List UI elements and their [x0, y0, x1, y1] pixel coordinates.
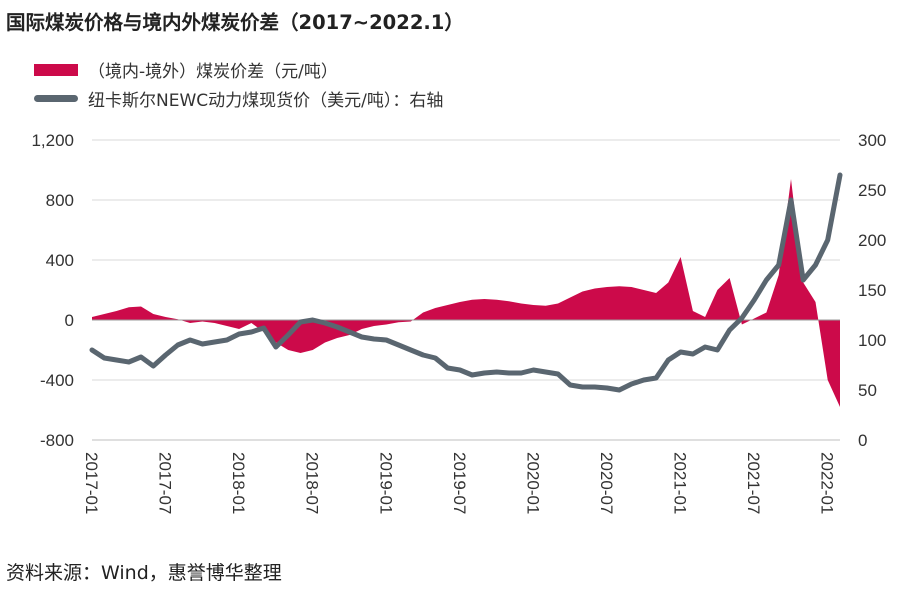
x-tick-label: 2020-07 — [597, 452, 616, 514]
y-right-tick-label: 300 — [858, 131, 886, 150]
source-note: 资料来源：Wind，惠誉博华整理 — [6, 562, 282, 584]
chart-title: 国际煤炭价格与境内外煤炭价差（2017~2022.1） — [6, 11, 464, 34]
x-tick-label: 2022-01 — [818, 452, 837, 514]
x-tick-label: 2018-01 — [229, 452, 248, 514]
legend-swatch-bar — [34, 63, 78, 76]
y-left-tick-label: -400 — [40, 371, 74, 390]
legend-swatch-line — [34, 95, 78, 102]
legend-label-newc: 纽卡斯尔NEWC动力煤现货价（美元/吨）：右轴 — [88, 91, 444, 111]
y-right-tick-label: 150 — [858, 281, 886, 300]
x-tick-label: 2018-07 — [303, 452, 322, 514]
x-tick-label: 2019-07 — [450, 452, 469, 514]
newc-price-line — [89, 172, 843, 393]
y-right-tick-label: 100 — [858, 331, 886, 350]
y-left-tick-label: -800 — [40, 431, 74, 450]
y-left-tick-label: 400 — [46, 251, 74, 270]
y-right-tick-label: 0 — [858, 431, 867, 450]
y-left-tick-label: 1,200 — [31, 131, 74, 150]
y-left-tick-label: 800 — [46, 191, 74, 210]
x-tick-label: 2021-07 — [744, 452, 763, 514]
y-right-tick-label: 200 — [858, 231, 886, 250]
y-right-tick-label: 250 — [858, 181, 886, 200]
x-tick-label: 2019-01 — [376, 452, 395, 514]
y-right-tick-label: 50 — [858, 381, 877, 400]
x-tick-label: 2017-01 — [82, 452, 101, 514]
x-tick-label: 2020-01 — [523, 452, 542, 514]
x-tick-label: 2017-07 — [156, 452, 175, 514]
x-tick-label: 2021-01 — [671, 452, 690, 514]
legend-item-spread: （境内-境外）煤炭价差（元/吨） — [34, 57, 338, 82]
legend-item-newc: 纽卡斯尔NEWC动力煤现货价（美元/吨）：右轴 — [34, 86, 443, 111]
y-left-tick-label: 0 — [65, 311, 74, 330]
legend-label-spread: （境内-境外）煤炭价差（元/吨） — [88, 62, 338, 82]
